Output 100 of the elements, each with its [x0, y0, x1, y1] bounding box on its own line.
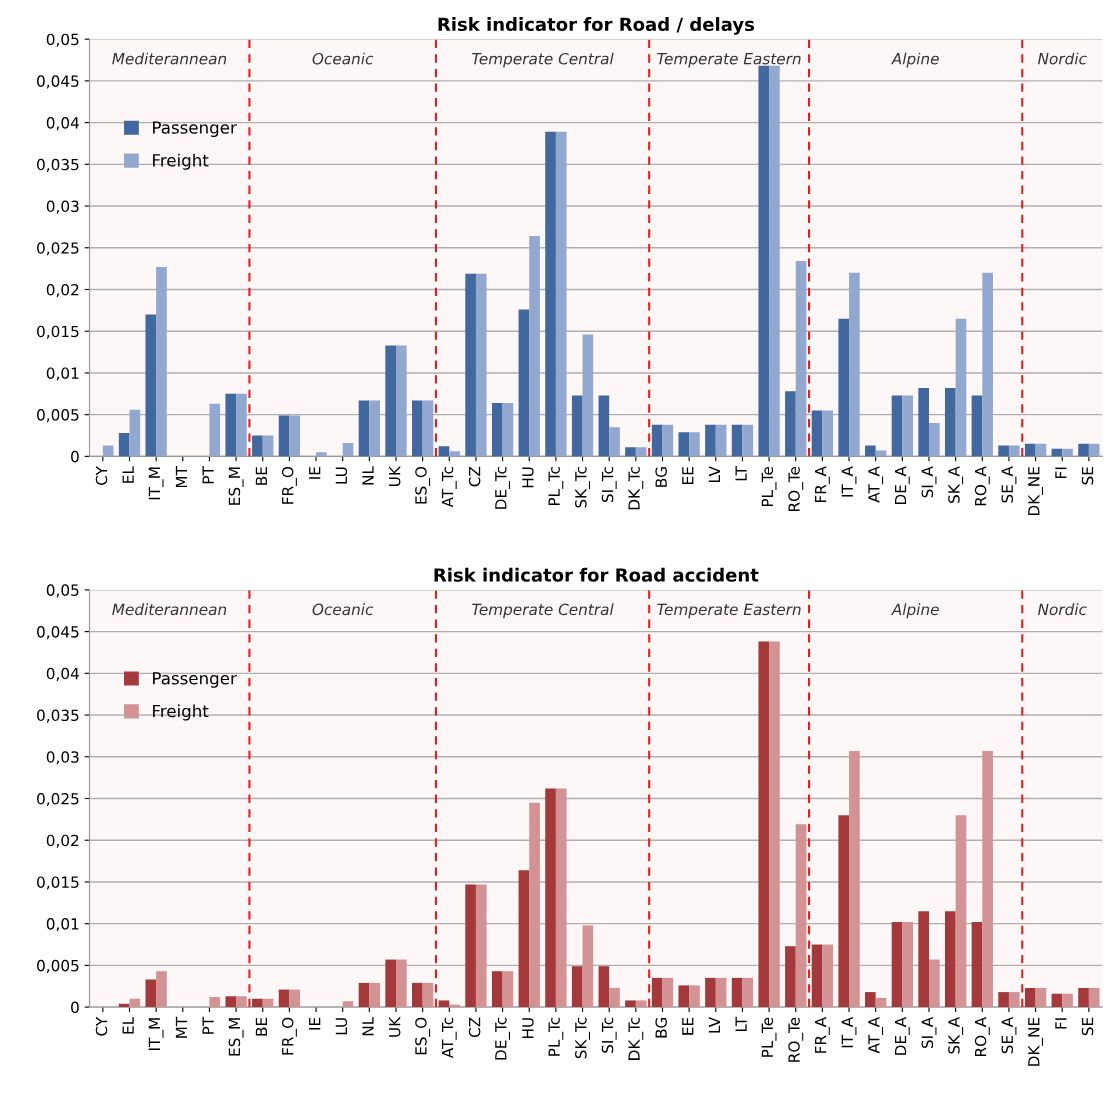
- chart-title: Risk indicator for Road accident: [434, 567, 759, 582]
- x-tick-label: LT: [735, 1016, 747, 1032]
- x-tick-label: FR_A: [815, 466, 830, 503]
- bar: [1078, 443, 1089, 457]
- bar: [1088, 443, 1100, 457]
- y-tick-label: 0,045: [37, 626, 79, 640]
- x-tick-label: LT: [735, 466, 747, 481]
- x-tick-label: PT: [202, 466, 214, 484]
- bar: [598, 395, 610, 457]
- band-label: Mediterannean: [112, 603, 227, 616]
- x-tick-label: RO_A: [974, 1016, 990, 1057]
- x-tick-label: EE: [682, 1017, 694, 1035]
- bar: [358, 982, 370, 1008]
- bar: [422, 982, 434, 1008]
- x-tick-label: DK_Tc: [628, 467, 644, 510]
- x-tick-label: AT_A: [868, 466, 884, 503]
- bar: [1088, 987, 1100, 1008]
- legend-label: Passenger: [153, 672, 237, 688]
- bar: [491, 971, 503, 1008]
- x-tick-label: PT: [202, 1016, 214, 1034]
- bar: [289, 989, 301, 1008]
- x-tick-label: ES_O: [415, 466, 431, 504]
- x-tick-label: FI: [1055, 467, 1067, 478]
- x-tick-label: IT_A: [841, 1016, 857, 1048]
- bar: [731, 977, 743, 1008]
- bar: [849, 272, 860, 457]
- bar: [571, 395, 583, 457]
- bar: [795, 261, 807, 457]
- bar: [236, 996, 247, 1008]
- bar: [785, 391, 796, 457]
- bar: [252, 435, 263, 457]
- band-label: Nordic: [1037, 52, 1087, 65]
- x-tick-label: HU: [522, 1018, 534, 1038]
- bar: [145, 314, 157, 457]
- band-label: Oceanic: [312, 603, 374, 616]
- bar: [758, 65, 770, 457]
- bar: [928, 423, 940, 457]
- bar: [545, 131, 556, 457]
- x-tick-label: LV: [708, 466, 721, 482]
- bar: [651, 977, 663, 1008]
- bar: [689, 432, 700, 457]
- x-tick-label: SE: [1081, 467, 1094, 485]
- x-tick-label: IE: [309, 1017, 321, 1030]
- bar: [395, 959, 407, 1008]
- bar: [678, 985, 690, 1008]
- bar: [465, 273, 476, 457]
- bar: [385, 959, 396, 1008]
- bar: [369, 982, 380, 1008]
- y-tick-label: 0: [71, 450, 79, 463]
- x-tick-label: DE_Tc: [495, 1017, 510, 1060]
- x-tick-label: AT_Tc: [441, 467, 457, 508]
- bar: [1062, 993, 1073, 1008]
- bar: [1051, 993, 1063, 1008]
- x-tick-label: DK_NE: [1028, 467, 1043, 516]
- bar: [998, 992, 1009, 1008]
- x-tick-label: UK: [389, 465, 401, 486]
- x-tick-label: BE: [255, 467, 267, 485]
- x-tick-label: ES_M: [228, 467, 244, 505]
- bar: [278, 989, 290, 1008]
- bar: [891, 921, 903, 1008]
- x-tick-label: BE: [255, 1017, 267, 1036]
- x-tick-label: ES_M: [228, 1018, 244, 1056]
- bar: [1035, 443, 1047, 457]
- bar: [236, 393, 247, 457]
- y-tick-label: 0,005: [37, 409, 79, 423]
- x-tick-label: CZ: [468, 1017, 481, 1038]
- x-tick-label: CY: [95, 1016, 108, 1036]
- bar: [518, 870, 530, 1008]
- x-tick-label: SI_A: [921, 1016, 937, 1049]
- bar: [385, 345, 396, 457]
- bar: [609, 427, 620, 457]
- bar: [715, 424, 727, 457]
- bar: [769, 641, 780, 1008]
- x-tick-label: LV: [708, 1016, 721, 1033]
- y-tick-label: 0,02: [46, 283, 79, 298]
- bar: [262, 435, 274, 457]
- bar: [705, 424, 716, 457]
- x-tick-label: SI_Tc: [601, 467, 617, 503]
- x-tick-label: EL: [122, 466, 134, 483]
- band-label: Oceanic: [312, 52, 374, 65]
- bar: [902, 395, 913, 457]
- y-tick-label: 0,01: [46, 367, 79, 381]
- bar: [715, 977, 727, 1008]
- bar: [475, 273, 487, 457]
- x-tick-label: DE_A: [894, 1016, 910, 1055]
- bar: [411, 400, 423, 457]
- bar: [689, 985, 700, 1008]
- bar: [278, 415, 290, 457]
- bar: [1078, 987, 1089, 1008]
- x-tick-label: SI_Tc: [601, 1017, 617, 1053]
- bar: [1008, 445, 1020, 457]
- bar: [342, 1001, 354, 1008]
- bar: [1062, 448, 1073, 457]
- y-tick-label: 0,015: [37, 325, 79, 339]
- bar: [865, 992, 876, 1008]
- bar: [955, 318, 967, 457]
- x-tick-label: BG: [655, 1018, 667, 1038]
- x-tick-label: IE: [309, 467, 321, 479]
- x-tick-label: CZ: [468, 466, 481, 487]
- x-tick-label: LU: [335, 1018, 348, 1035]
